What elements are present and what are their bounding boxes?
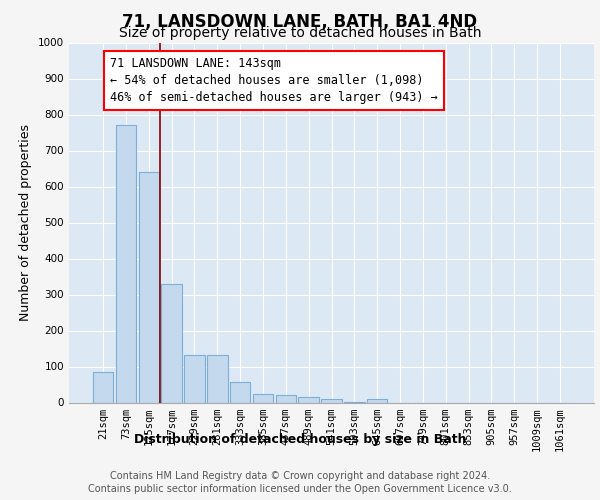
Bar — [321, 399, 342, 402]
Text: Size of property relative to detached houses in Bath: Size of property relative to detached ho… — [119, 26, 481, 40]
Text: Distribution of detached houses by size in Bath: Distribution of detached houses by size … — [134, 432, 466, 446]
Bar — [93, 372, 113, 402]
Bar — [207, 354, 227, 403]
Y-axis label: Number of detached properties: Number of detached properties — [19, 124, 32, 321]
Bar — [298, 397, 319, 402]
Text: Contains HM Land Registry data © Crown copyright and database right 2024.: Contains HM Land Registry data © Crown c… — [110, 471, 490, 481]
Text: 71 LANSDOWN LANE: 143sqm
← 54% of detached houses are smaller (1,098)
46% of sem: 71 LANSDOWN LANE: 143sqm ← 54% of detach… — [110, 57, 438, 104]
Bar — [184, 354, 205, 403]
Bar — [116, 126, 136, 402]
Bar — [161, 284, 182, 403]
Text: Contains public sector information licensed under the Open Government Licence v3: Contains public sector information licen… — [88, 484, 512, 494]
Bar — [367, 399, 388, 402]
Text: 71, LANSDOWN LANE, BATH, BA1 4ND: 71, LANSDOWN LANE, BATH, BA1 4ND — [122, 12, 478, 30]
Bar — [230, 382, 250, 402]
Bar — [139, 172, 159, 402]
Bar — [275, 396, 296, 402]
Bar — [253, 394, 273, 402]
